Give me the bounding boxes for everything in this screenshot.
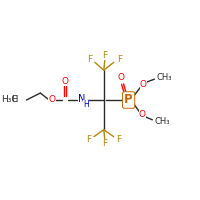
Text: P: P: [124, 93, 133, 106]
Text: F: F: [102, 139, 107, 148]
Text: O: O: [62, 77, 69, 86]
Text: H₃C: H₃C: [1, 95, 18, 104]
Text: N: N: [78, 94, 86, 104]
Text: O: O: [117, 73, 124, 82]
Text: CH₃: CH₃: [157, 73, 172, 82]
Text: H: H: [83, 100, 89, 109]
Text: F: F: [116, 135, 121, 144]
Text: F: F: [87, 55, 92, 64]
Text: F: F: [117, 55, 122, 64]
Text: F: F: [102, 51, 107, 60]
Text: O: O: [139, 110, 146, 119]
Text: O: O: [49, 95, 56, 104]
Text: H: H: [11, 95, 18, 104]
Text: CH₃: CH₃: [155, 117, 170, 126]
Text: F: F: [86, 135, 91, 144]
Text: O: O: [140, 80, 147, 89]
